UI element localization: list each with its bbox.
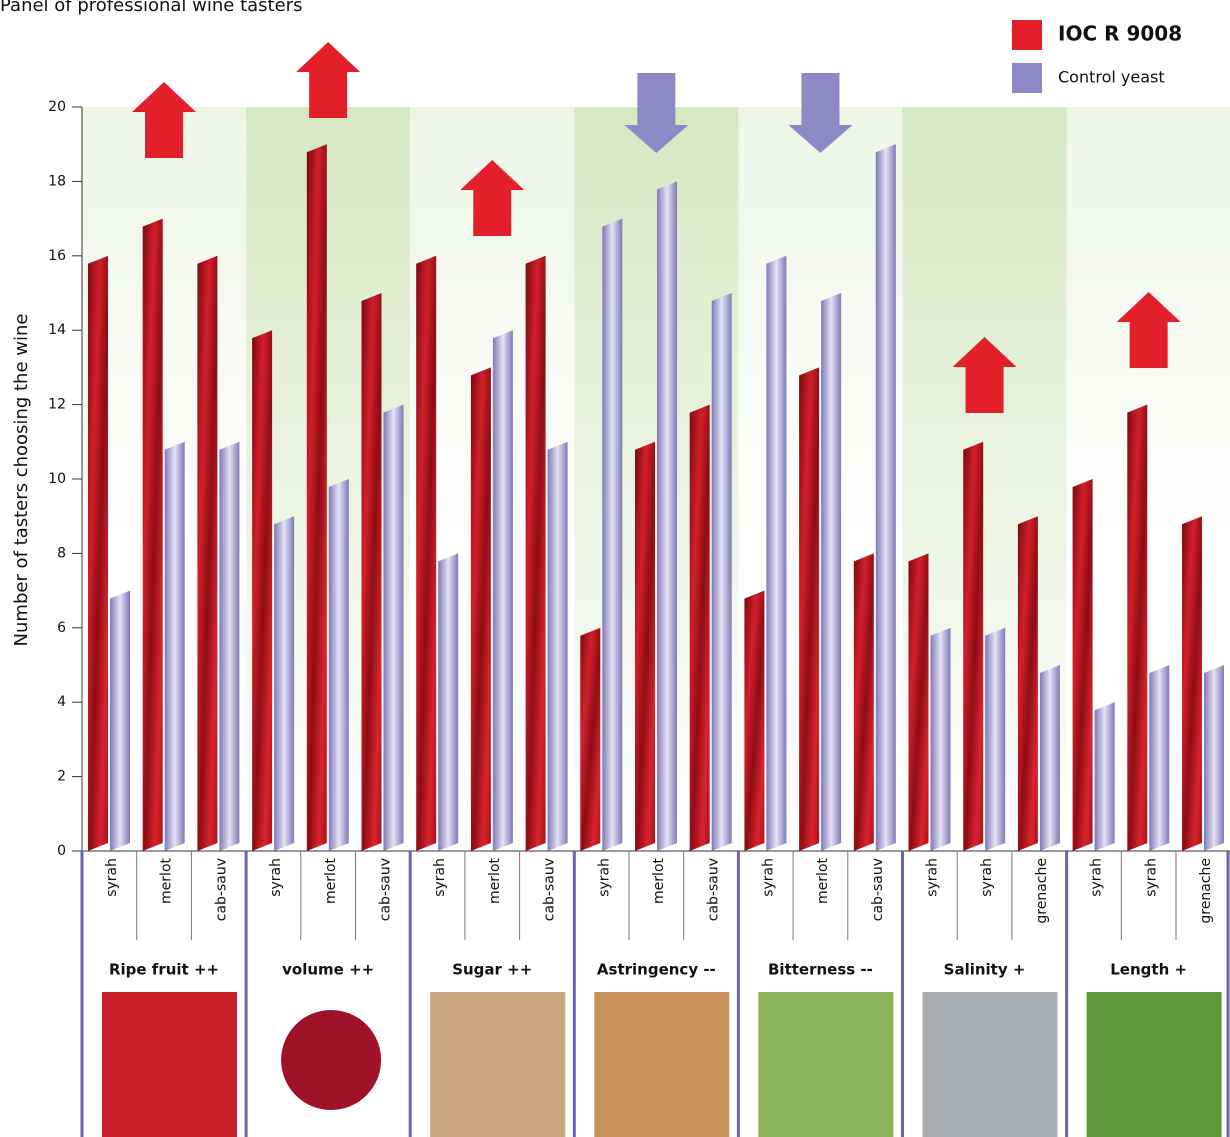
bar <box>657 181 677 851</box>
group-label: Salinity + <box>944 961 1026 979</box>
legend-label: IOC R 9008 <box>1058 22 1182 46</box>
trend-arrow <box>296 42 360 118</box>
x-tick-label: cab-sauv <box>213 858 229 921</box>
bar <box>438 553 458 851</box>
legend-label: Control yeast <box>1058 68 1165 87</box>
bar <box>548 442 568 851</box>
y-tick-label: 8 <box>57 545 66 561</box>
y-tick-label: 20 <box>48 99 66 115</box>
x-tick-label: grenache <box>1034 858 1050 924</box>
bar <box>416 256 436 851</box>
bar <box>854 553 874 851</box>
y-tick-label: 2 <box>57 769 66 785</box>
x-tick-label: cab-sauv <box>378 858 394 921</box>
x-tick-label: merlot <box>323 857 339 903</box>
x-tick-label: cab-sauv <box>542 858 558 921</box>
x-tick-label: grenache <box>1198 858 1214 924</box>
bar <box>219 442 239 851</box>
group-picture <box>758 992 893 1137</box>
bar <box>1095 702 1115 851</box>
bar <box>252 330 272 851</box>
bar <box>635 442 655 851</box>
bar <box>1204 665 1224 851</box>
x-tick-label: syrah <box>1143 858 1159 897</box>
group-picture <box>923 992 1058 1137</box>
group-label: Sugar ++ <box>452 961 532 979</box>
bar <box>744 591 764 851</box>
bar <box>88 256 108 851</box>
y-tick-label: 18 <box>48 173 66 189</box>
x-tick-label: merlot <box>487 857 503 903</box>
bar <box>307 144 327 851</box>
group-label: volume ++ <box>282 961 374 979</box>
x-tick-label: merlot <box>651 857 667 903</box>
bar <box>362 293 382 851</box>
bar <box>712 293 732 851</box>
x-tick-label: syrah <box>760 858 776 897</box>
bar <box>1149 665 1169 851</box>
bar <box>876 144 896 851</box>
group-label: Astringency -- <box>597 961 716 979</box>
bar <box>1127 405 1147 851</box>
x-tick-label: merlot <box>159 857 175 903</box>
page: {"chart_data": {"type": "bar", "title": … <box>0 0 1230 1137</box>
bar <box>165 442 185 851</box>
bar <box>1018 516 1038 851</box>
x-tick-label: syrah <box>268 858 284 897</box>
bar <box>493 330 513 851</box>
legend-swatch <box>1012 63 1042 93</box>
bar <box>602 219 622 851</box>
bar <box>580 628 600 851</box>
bar <box>1040 665 1060 851</box>
x-tick-label: syrah <box>104 858 120 897</box>
group-picture <box>430 992 565 1137</box>
bar <box>766 256 786 851</box>
bar <box>143 219 163 851</box>
bar <box>110 591 130 851</box>
x-tick-label: cab-sauv <box>870 858 886 921</box>
bar <box>274 516 294 851</box>
group-label: Length + <box>1110 961 1187 979</box>
group-label: Ripe fruit ++ <box>109 961 219 979</box>
y-tick-label: 16 <box>48 248 66 264</box>
legend-swatch <box>1012 20 1042 50</box>
y-tick-label: 0 <box>57 843 66 859</box>
bar <box>329 479 349 851</box>
bar <box>799 367 819 851</box>
x-tick-label: syrah <box>925 858 941 897</box>
y-tick-label: 4 <box>57 694 66 710</box>
bar <box>690 405 710 851</box>
y-tick-label: 6 <box>57 620 66 636</box>
x-tick-label: syrah <box>432 858 448 897</box>
chart-title: Panel of professional wine tasters <box>0 0 302 16</box>
bar <box>931 628 951 851</box>
bar <box>1073 479 1093 851</box>
x-tick-label: syrah <box>979 858 995 897</box>
bar <box>1182 516 1202 851</box>
bar <box>909 553 929 851</box>
y-axis-label: Number of tasters choosing the wine <box>11 314 32 647</box>
group-label: Bitterness -- <box>768 961 873 979</box>
bar <box>471 367 491 851</box>
picture-sphere <box>281 1010 381 1110</box>
bar <box>985 628 1005 851</box>
chart: Panel of professional wine tasters Numbe… <box>0 0 1230 1137</box>
bar <box>963 442 983 851</box>
bar <box>526 256 546 851</box>
y-tick-label: 12 <box>48 397 66 413</box>
y-tick-label: 14 <box>48 322 66 338</box>
group-picture <box>102 992 237 1137</box>
bar <box>384 405 404 851</box>
y-tick-label: 10 <box>48 471 66 487</box>
bar <box>197 256 217 851</box>
x-tick-label: syrah <box>596 858 612 897</box>
group-picture <box>594 992 729 1137</box>
x-tick-label: cab-sauv <box>706 858 722 921</box>
group-picture <box>1087 992 1222 1137</box>
x-tick-label: merlot <box>815 857 831 903</box>
bar <box>821 293 841 851</box>
x-tick-label: syrah <box>1089 858 1105 897</box>
